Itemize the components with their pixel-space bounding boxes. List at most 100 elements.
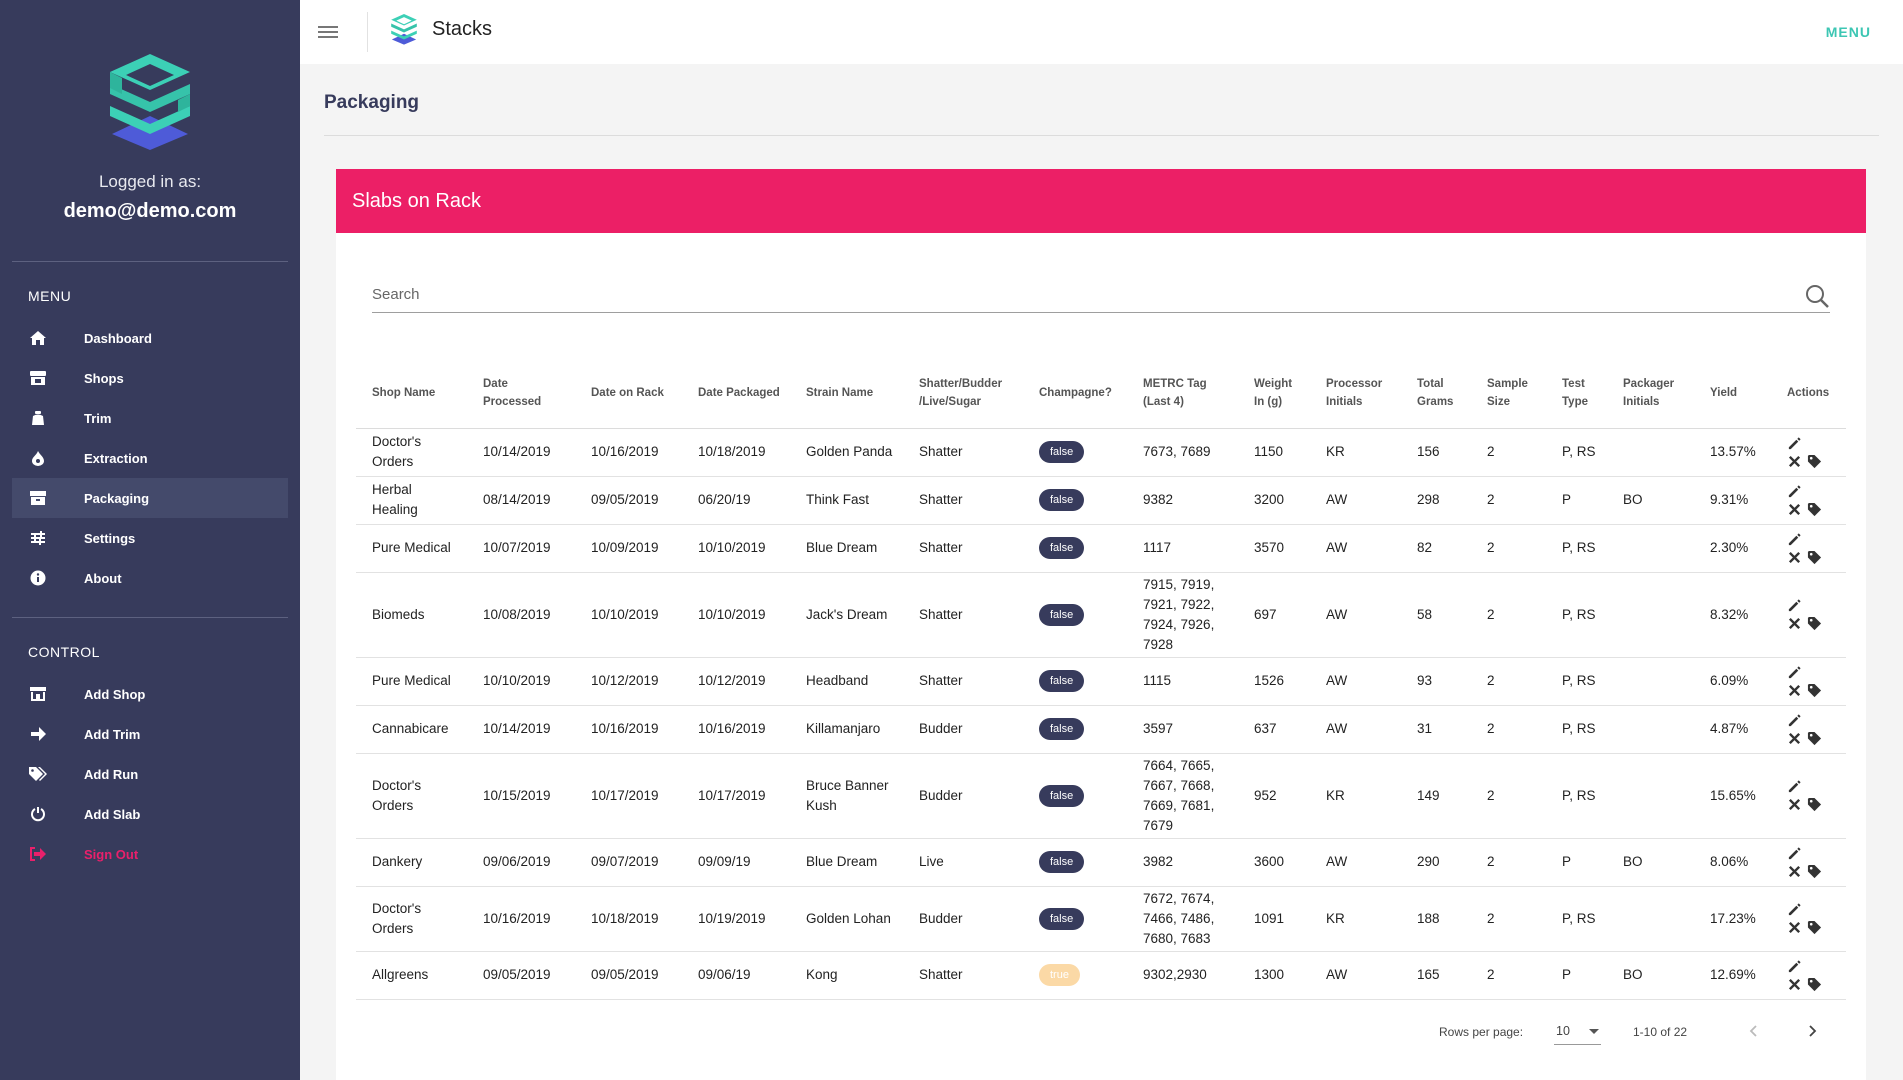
column-header[interactable]: Test Type [1546,365,1607,429]
package-tag-icon[interactable] [1807,864,1822,879]
sidebar-item-packaging[interactable]: Packaging [12,478,288,518]
delete-x-icon[interactable] [1787,731,1802,746]
edit-pencil-icon[interactable] [1787,779,1802,794]
search-icon[interactable] [1804,283,1830,309]
shop-name-cell: Doctor's Orders [356,753,467,839]
weight-cell: 3200 [1238,476,1310,525]
column-header[interactable]: Packager Initials [1607,365,1694,429]
column-header[interactable]: Date Processed [467,365,575,429]
edit-pencil-icon[interactable] [1787,484,1802,499]
champagne-cell: false [1023,572,1127,658]
table-row: Pure Medical 10/07/2019 10/09/2019 10/10/20… [356,524,1846,573]
delete-x-icon[interactable] [1787,797,1802,812]
sidebar-item-label: Dashboard [84,330,152,346]
type-cell: Shatter [903,951,1023,1000]
table-body: Doctor's Orders 10/14/2019 10/16/2019 10/18… [356,428,1846,1000]
metrc-tag-cell: 7672, 7674, 7466, 7486, 7680, 7683 [1127,886,1238,952]
date-on-rack-cell: 10/17/2019 [575,753,682,839]
chevron-left-icon[interactable] [1746,1023,1762,1039]
weight-cell: 3600 [1238,838,1310,887]
table-row: Doctor's Orders 10/14/2019 10/16/2019 10/18… [356,428,1846,477]
test-type-cell: P [1546,951,1607,1000]
package-tag-icon[interactable] [1807,616,1822,631]
total-grams-cell: 31 [1401,705,1471,754]
metrc-tag-cell: 7915, 7919, 7921, 7922, 7924, 7926, 7928 [1127,572,1238,658]
sidebar-item-shops[interactable]: Shops [12,358,288,398]
delete-x-icon[interactable] [1787,683,1802,698]
packager-initials-cell [1607,705,1694,754]
sidebar-item-about[interactable]: About [12,558,288,598]
edit-pencil-icon[interactable] [1787,532,1802,547]
column-header[interactable]: Champagne? [1023,365,1127,429]
total-grams-cell: 188 [1401,886,1471,952]
actions-cell [1771,753,1846,839]
delete-x-icon[interactable] [1787,616,1802,631]
top-menu-button[interactable]: MENU [1825,24,1871,40]
delete-x-icon[interactable] [1787,502,1802,517]
row-actions [1787,665,1838,698]
column-header[interactable]: Date Packaged [682,365,790,429]
column-header[interactable]: Weight In (g) [1238,365,1310,429]
sidebar-item-dashboard[interactable]: Dashboard [12,318,288,358]
hamburger-menu-icon[interactable] [318,22,338,42]
column-header[interactable]: Shatter/Budder /Live/Sugar [903,365,1023,429]
test-type-cell: P, RS [1546,572,1607,658]
column-header[interactable]: Sample Size [1471,365,1546,429]
column-header[interactable]: Yield [1694,365,1771,429]
package-tag-icon[interactable] [1807,731,1822,746]
actions-cell [1771,951,1846,1000]
sidebar-item-add-trim[interactable]: Add Trim [12,714,288,754]
packager-initials-cell [1607,753,1694,839]
delete-x-icon[interactable] [1787,550,1802,565]
edit-pencil-icon[interactable] [1787,959,1802,974]
package-tag-icon[interactable] [1807,797,1822,812]
search-input[interactable] [372,277,1772,311]
column-header[interactable]: Processor Initials [1310,365,1401,429]
brand-name[interactable]: Stacks [432,18,493,40]
package-tag-icon[interactable] [1807,550,1822,565]
package-tag-icon[interactable] [1807,454,1822,469]
test-type-cell: P, RS [1546,753,1607,839]
delete-x-icon[interactable] [1787,864,1802,879]
rows-per-page-select[interactable]: 10 [1554,1017,1601,1045]
yield-cell: 6.09% [1694,657,1771,706]
package-tag-icon[interactable] [1807,977,1822,992]
sidebar-item-add-run[interactable]: Add Run [12,754,288,794]
package-tag-icon[interactable] [1807,502,1822,517]
sidebar-item-add-slab[interactable]: Add Slab [12,794,288,834]
actions-cell [1771,838,1846,887]
edit-pencil-icon[interactable] [1787,598,1802,613]
search-field [372,277,1830,313]
column-header[interactable]: Shop Name [356,365,467,429]
date-processed-cell: 10/15/2019 [467,753,575,839]
logged-in-label: Logged in as: [98,172,202,191]
type-cell: Shatter [903,524,1023,573]
edit-pencil-icon[interactable] [1787,902,1802,917]
delete-x-icon[interactable] [1787,920,1802,935]
date-packaged-cell: 10/10/2019 [682,572,790,658]
chevron-right-icon[interactable] [1804,1023,1820,1039]
sidebar-item-label: Add Trim [84,726,141,742]
champagne-badge: false [1039,784,1085,807]
delete-x-icon[interactable] [1787,454,1802,469]
column-header[interactable]: Strain Name [790,365,903,429]
delete-x-icon[interactable] [1787,977,1802,992]
package-tag-icon[interactable] [1807,920,1822,935]
edit-pencil-icon[interactable] [1787,665,1802,680]
edit-pencil-icon[interactable] [1787,846,1802,861]
column-header[interactable]: Total Grams [1401,365,1471,429]
actions-cell [1771,476,1846,525]
sidebar-item-extraction[interactable]: Extraction [12,438,288,478]
sidebar-item-trim[interactable]: Trim [12,398,288,438]
column-header[interactable]: Date on Rack [575,365,682,429]
column-header[interactable]: METRC Tag (Last 4) [1127,365,1238,429]
edit-pencil-icon[interactable] [1787,713,1802,728]
menu-heading: MENU [28,288,72,304]
edit-pencil-icon[interactable] [1787,436,1802,451]
stacks-logo-icon [100,50,200,152]
sidebar-item-add-shop[interactable]: Add Shop [12,674,288,714]
package-tag-icon[interactable] [1807,683,1822,698]
date-on-rack-cell: 10/16/2019 [575,705,682,754]
sidebar-item-settings[interactable]: Settings [12,518,288,558]
sidebar-item-sign-out[interactable]: Sign Out [12,834,288,874]
